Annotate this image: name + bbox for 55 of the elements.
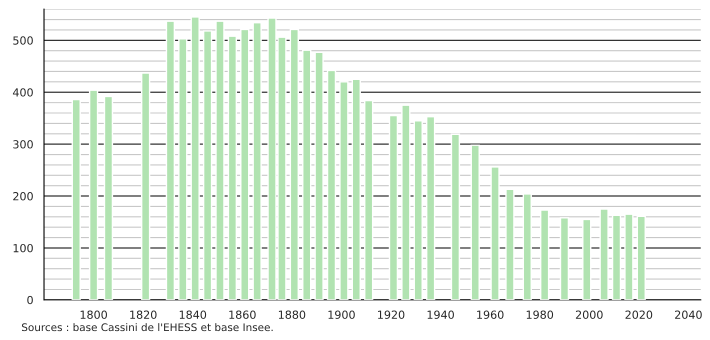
x-tick-label: 1800 xyxy=(80,310,107,319)
bar xyxy=(290,28,299,300)
bar xyxy=(560,217,570,300)
y-tick-label: 300 xyxy=(13,140,33,149)
y-tick-label: 200 xyxy=(13,192,33,200)
y-tick-label: 400 xyxy=(12,88,33,97)
x-tick-label: 1860 xyxy=(229,310,256,319)
bar xyxy=(228,35,238,300)
x-tick-label: 2000 xyxy=(576,310,603,319)
x-tick-label: 1840 xyxy=(180,310,206,319)
bar xyxy=(190,16,200,300)
y-tick-label: 500 xyxy=(13,36,33,45)
bar xyxy=(636,216,646,300)
bar xyxy=(302,49,312,300)
x-tick-label: 1980 xyxy=(526,310,554,319)
bar xyxy=(505,188,515,300)
bar xyxy=(314,52,324,300)
x-tick-label: 1900 xyxy=(328,310,355,319)
bar xyxy=(364,100,374,300)
bar xyxy=(450,134,460,300)
bar xyxy=(252,22,262,300)
bar xyxy=(104,96,114,300)
bar xyxy=(490,166,500,300)
bar xyxy=(426,116,436,300)
x-tick-label: 1820 xyxy=(130,310,157,319)
bar xyxy=(612,214,622,300)
bar xyxy=(401,104,411,300)
x-tick-label: 1940 xyxy=(428,310,454,319)
bar xyxy=(72,98,81,300)
x-tick-label: 1920 xyxy=(378,310,404,319)
bar xyxy=(88,89,98,300)
bar xyxy=(202,30,212,300)
bar xyxy=(352,78,361,300)
bar xyxy=(599,208,609,300)
bar xyxy=(624,214,634,300)
y-tick-label: 0 xyxy=(27,296,33,304)
bar xyxy=(388,114,398,300)
x-tick-label: 2040 xyxy=(675,310,702,319)
bar xyxy=(178,38,188,300)
bar xyxy=(140,72,150,300)
bar xyxy=(339,81,349,300)
bar xyxy=(166,20,176,300)
bar xyxy=(215,20,225,300)
x-tick-label: 2020 xyxy=(625,310,652,319)
bar xyxy=(326,70,336,300)
bar xyxy=(582,218,592,300)
y-tick-label: 100 xyxy=(14,244,33,252)
bar xyxy=(540,209,550,300)
x-tick-label: 1960 xyxy=(477,310,504,319)
bar xyxy=(470,144,480,300)
source-note: Sources : base Cassini de l'EHESS et base Insee. xyxy=(22,323,273,332)
bar xyxy=(522,193,532,300)
x-tick-label: 1880 xyxy=(278,310,306,319)
bar xyxy=(240,28,250,300)
bar xyxy=(414,120,423,300)
